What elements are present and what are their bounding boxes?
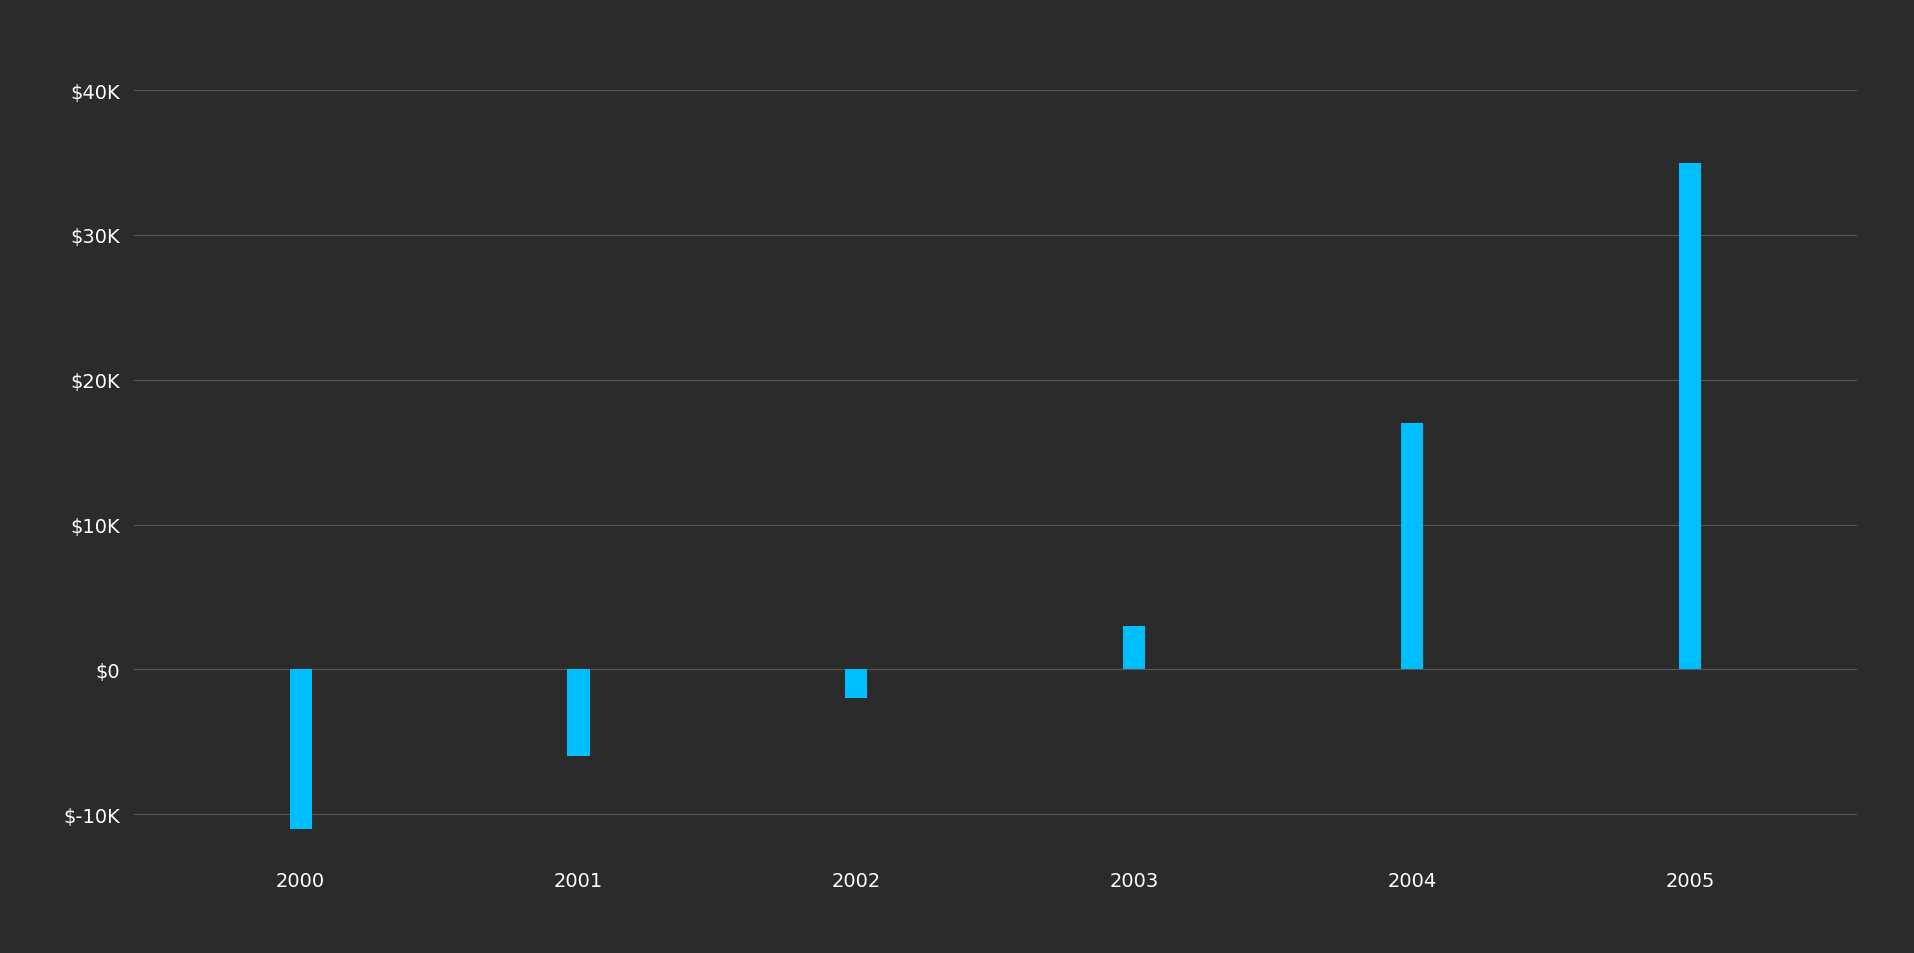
Bar	[1401, 424, 1424, 670]
Bar	[567, 670, 590, 757]
Bar	[1679, 163, 1702, 670]
Bar	[1124, 626, 1145, 670]
Bar	[289, 670, 312, 829]
Bar	[846, 670, 867, 699]
